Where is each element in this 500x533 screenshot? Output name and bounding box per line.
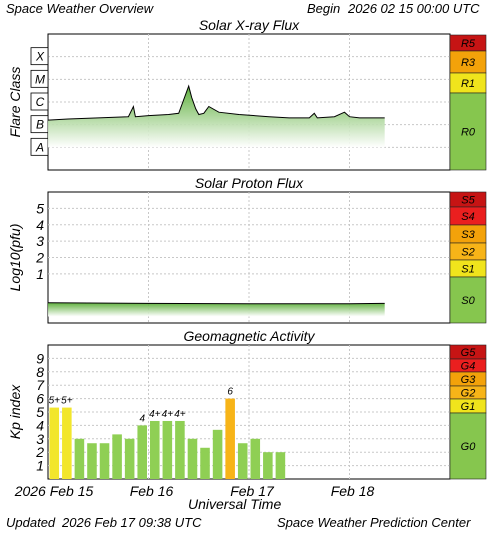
kp-scale-segment: [449, 412, 487, 480]
kp-y-axis-title: Kp index: [7, 384, 23, 439]
app-title: Space Weather Overview: [6, 1, 154, 16]
kp-bar: [212, 429, 223, 479]
proton-scale-label: S0: [461, 295, 475, 307]
kp-bar-label: 4+: [174, 409, 186, 420]
proton-scale-label: S5: [461, 195, 475, 207]
proton-panel-title: Solar Proton Flux: [195, 175, 304, 191]
proton-flux-line: [47, 302, 385, 305]
proton-y-axis-title: Log10(pfu): [7, 224, 23, 292]
kp-bar-label: 4+: [162, 409, 174, 420]
kp-y-tick-label: 1: [36, 458, 44, 474]
kp-bar-label: 4: [139, 413, 145, 424]
proton-y-tick-label: 2: [35, 250, 44, 266]
proton-y-tick-label: 3: [36, 233, 44, 249]
x-tick-label: Feb 18: [331, 483, 375, 499]
kp-bar: [187, 438, 198, 479]
proton-scale-label: S1: [461, 264, 474, 276]
kp-bar: [137, 425, 147, 479]
kp-bar: [275, 452, 286, 479]
kp-bar-label: 5+: [61, 396, 73, 407]
xray-class-box: [30, 47, 49, 66]
xray-class-box: [30, 69, 49, 88]
proton-scale-label: S3: [461, 229, 475, 241]
kp-y-tick-label: 9: [36, 350, 44, 366]
proton-flux-area: [48, 302, 385, 317]
xray-scale-label: R5: [461, 38, 476, 50]
xray-scale-label: R0: [461, 127, 476, 139]
proton-scale-label: S2: [461, 247, 474, 259]
kp-bar: [162, 420, 173, 479]
kp-scale-label: G5: [461, 347, 477, 359]
kp-y-tick-label: 2: [35, 444, 44, 460]
kp-bar-label: 4+: [149, 409, 161, 420]
updated-value: 2026 Feb 17 09:38 UTC: [62, 515, 202, 530]
kp-bar: [237, 443, 248, 479]
credit: Space Weather Prediction Center: [277, 515, 471, 530]
proton-scale-segment: [449, 276, 487, 324]
xray-flux-line: [47, 84, 385, 121]
kp-bar: [175, 420, 185, 479]
kp-y-tick-label: 3: [36, 431, 44, 447]
xray-y-tick-label: A: [35, 140, 44, 154]
kp-bar: [225, 398, 235, 479]
kp-bar: [62, 407, 72, 479]
kp-panel-title: Geomagnetic Activity: [184, 328, 316, 344]
x-tick-label: 2026 Feb 15: [14, 483, 94, 499]
kp-y-tick-label: 5: [36, 404, 44, 420]
kp-scale-label: G2: [461, 388, 476, 400]
kp-bar: [99, 443, 110, 479]
x-tick-label: Feb 17: [230, 483, 275, 499]
kp-bar: [263, 452, 273, 479]
kp-y-tick-label: 8: [36, 364, 44, 380]
kp-bar: [74, 438, 85, 479]
kp-scale-label: G0: [461, 441, 477, 453]
kp-scale-label: G1: [461, 401, 476, 413]
xray-class-box: [30, 92, 49, 111]
xray-scale-label: R3: [461, 57, 476, 69]
proton-y-tick-label: 5: [36, 200, 44, 216]
xray-y-axis-title: Flare Class: [7, 67, 23, 138]
xray-y-tick-label: M: [35, 72, 45, 86]
kp-bar: [124, 438, 135, 479]
xray-flux-area: [48, 86, 385, 148]
x-axis-title: Universal Time: [188, 496, 282, 512]
kp-bar-label: 5+: [49, 396, 61, 407]
kp-bar: [112, 434, 122, 479]
xray-y-tick-label: B: [36, 118, 44, 132]
kp-y-tick-label: 4: [36, 417, 44, 433]
kp-bar: [49, 407, 60, 479]
updated-label: Updated: [6, 515, 56, 530]
kp-bar: [250, 438, 261, 479]
xray-scale-label: R1: [461, 78, 475, 90]
x-tick-label: Feb 16: [130, 483, 174, 499]
xray-panel-title: Solar X-ray Flux: [199, 17, 300, 33]
xray-y-tick-label: C: [36, 95, 45, 109]
kp-y-tick-label: 6: [36, 391, 44, 407]
xray-scale-segment: [449, 92, 487, 171]
kp-bar: [200, 447, 210, 479]
proton-y-tick-label: 1: [36, 266, 44, 282]
xray-y-tick-label: X: [35, 50, 45, 64]
kp-bar-label: 6: [227, 387, 233, 398]
kp-y-tick-label: 7: [36, 377, 45, 393]
kp-bar: [150, 420, 160, 479]
proton-y-tick-label: 4: [36, 217, 44, 233]
proton-scale-label: S4: [461, 211, 474, 223]
kp-bar: [87, 443, 97, 479]
begin-value: 2026 02 15 00:00 UTC: [348, 1, 480, 16]
kp-scale-label: G4: [461, 361, 476, 373]
kp-scale-label: G3: [461, 374, 477, 386]
begin-label: Begin: [307, 1, 341, 16]
